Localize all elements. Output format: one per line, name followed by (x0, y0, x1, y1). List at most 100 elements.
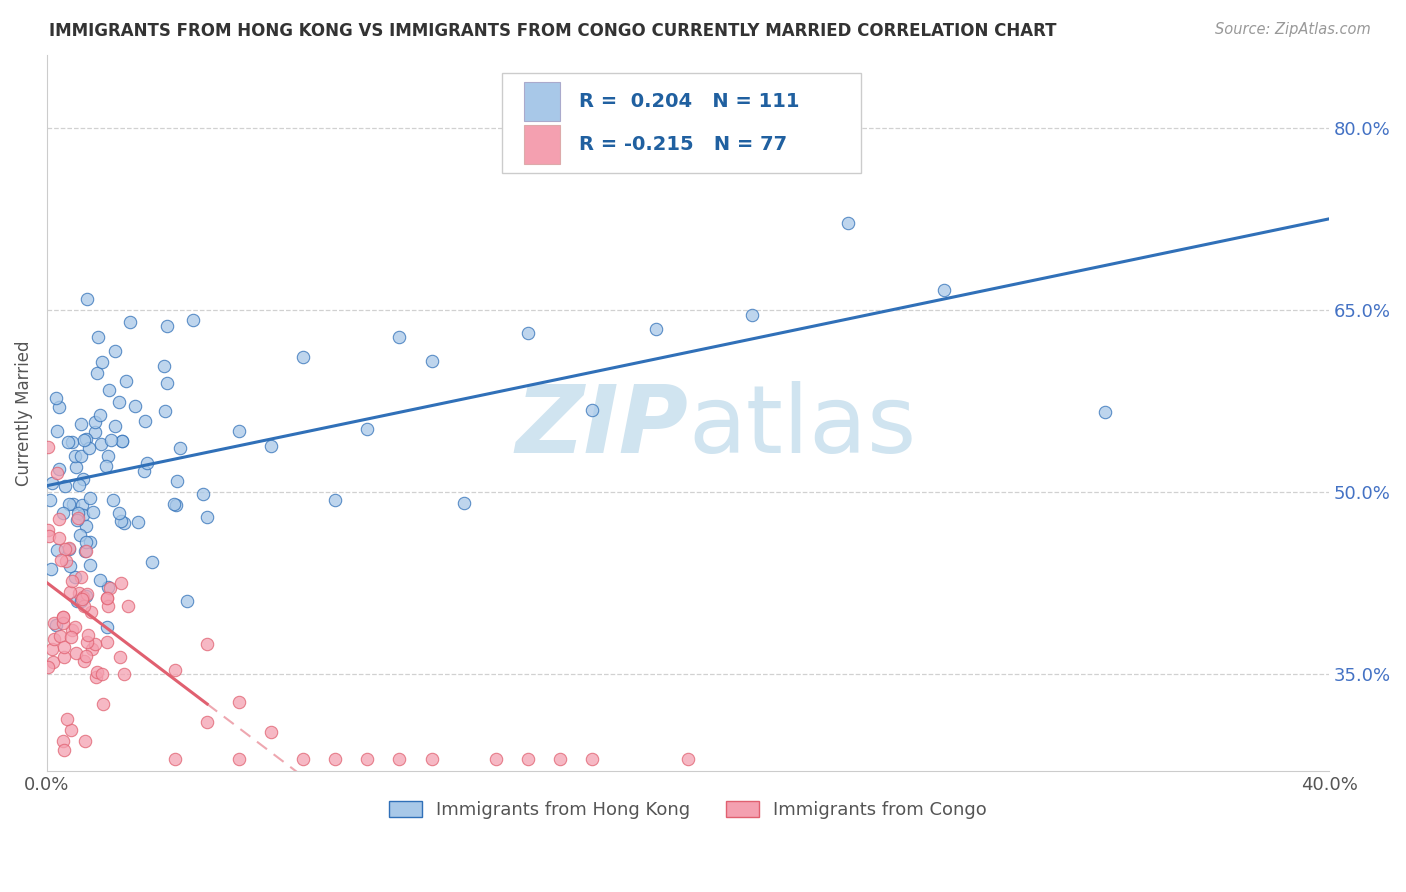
Point (76, 292, 98, 306)
Point (37, 660, 59, 674)
Point (44, 616, 66, 631)
Point (65, 593, 87, 607)
Point (55, 541, 77, 556)
Point (53, 743, 76, 757)
Point (96, 635, 118, 649)
Point (548, 751, 571, 765)
Point (48, 401, 70, 415)
Point (84, 425, 107, 440)
Point (84, 415, 107, 429)
Point (41, 641, 63, 656)
Point (63, 620, 86, 634)
Point (132, 465, 155, 479)
Point (70, 591, 93, 606)
Point (52, 610, 75, 624)
Text: atlas: atlas (688, 381, 917, 474)
Point (72, 591, 94, 605)
Point (90, 436, 112, 450)
Point (77, 441, 100, 455)
Point (67, 478, 90, 492)
Point (60, 624, 83, 638)
Point (100, 433, 122, 447)
Point (934, 283, 956, 297)
Point (59, 558, 82, 573)
Point (581, 751, 603, 765)
Point (111, 434, 134, 448)
Point (62, 497, 84, 511)
Point (52, 610, 75, 624)
Point (45, 467, 67, 481)
Point (60, 723, 83, 737)
Point (97, 599, 120, 613)
Point (155, 404, 177, 418)
Point (52, 615, 75, 630)
Point (1094, 405, 1116, 419)
Point (67, 510, 90, 524)
Point (516, 326, 538, 341)
Point (45, 391, 67, 405)
Point (58, 497, 80, 511)
Point (79, 534, 101, 549)
Point (67, 586, 90, 600)
Point (80, 605, 103, 619)
Point (72, 508, 94, 523)
Point (75, 534, 97, 549)
Point (86, 366, 108, 380)
Point (60, 435, 83, 450)
Point (63, 570, 86, 584)
Point (49, 629, 72, 643)
Point (77, 628, 100, 642)
Point (90, 667, 112, 681)
Point (96, 591, 118, 605)
Point (75, 544, 97, 558)
Point (135, 456, 157, 470)
Point (195, 714, 218, 729)
Point (37, 523, 59, 537)
Point (66, 513, 89, 527)
Point (169, 441, 191, 455)
Point (75, 648, 97, 663)
Text: IMMIGRANTS FROM HONG KONG VS IMMIGRANTS FROM CONGO CURRENTLY MARRIED CORRELATION: IMMIGRANTS FROM HONG KONG VS IMMIGRANTS … (49, 22, 1057, 40)
Point (115, 375, 138, 389)
Point (38, 529, 60, 543)
Point (58, 542, 80, 557)
Point (141, 555, 163, 569)
Point (110, 576, 132, 591)
Point (70, 449, 93, 463)
Point (176, 594, 198, 608)
Point (165, 663, 187, 677)
Point (181, 313, 204, 327)
Point (65, 449, 87, 463)
Point (156, 318, 179, 333)
Point (166, 474, 188, 488)
Point (356, 422, 378, 436)
Point (45, 543, 67, 558)
Point (117, 599, 139, 614)
Point (676, 751, 699, 765)
Point (97, 383, 120, 397)
Point (228, 424, 250, 438)
Point (104, 418, 127, 433)
Point (89, 573, 111, 587)
Point (75, 432, 97, 446)
Point (62, 574, 84, 588)
Point (260, 439, 283, 453)
Point (84, 670, 107, 684)
Text: R =  0.204   N = 111: R = 0.204 N = 111 (579, 92, 800, 112)
Point (195, 509, 218, 524)
Point (228, 751, 250, 765)
Point (420, 751, 443, 765)
Point (41, 476, 63, 491)
Point (837, 216, 859, 230)
Point (100, 581, 122, 595)
Point (112, 667, 135, 681)
Point (134, 413, 156, 427)
Point (103, 344, 125, 359)
Point (89, 408, 111, 422)
Point (46, 424, 69, 438)
Point (75, 734, 97, 748)
Point (86, 665, 108, 679)
Text: ZIP: ZIP (515, 381, 688, 474)
Point (60, 631, 83, 645)
Point (42, 655, 65, 669)
